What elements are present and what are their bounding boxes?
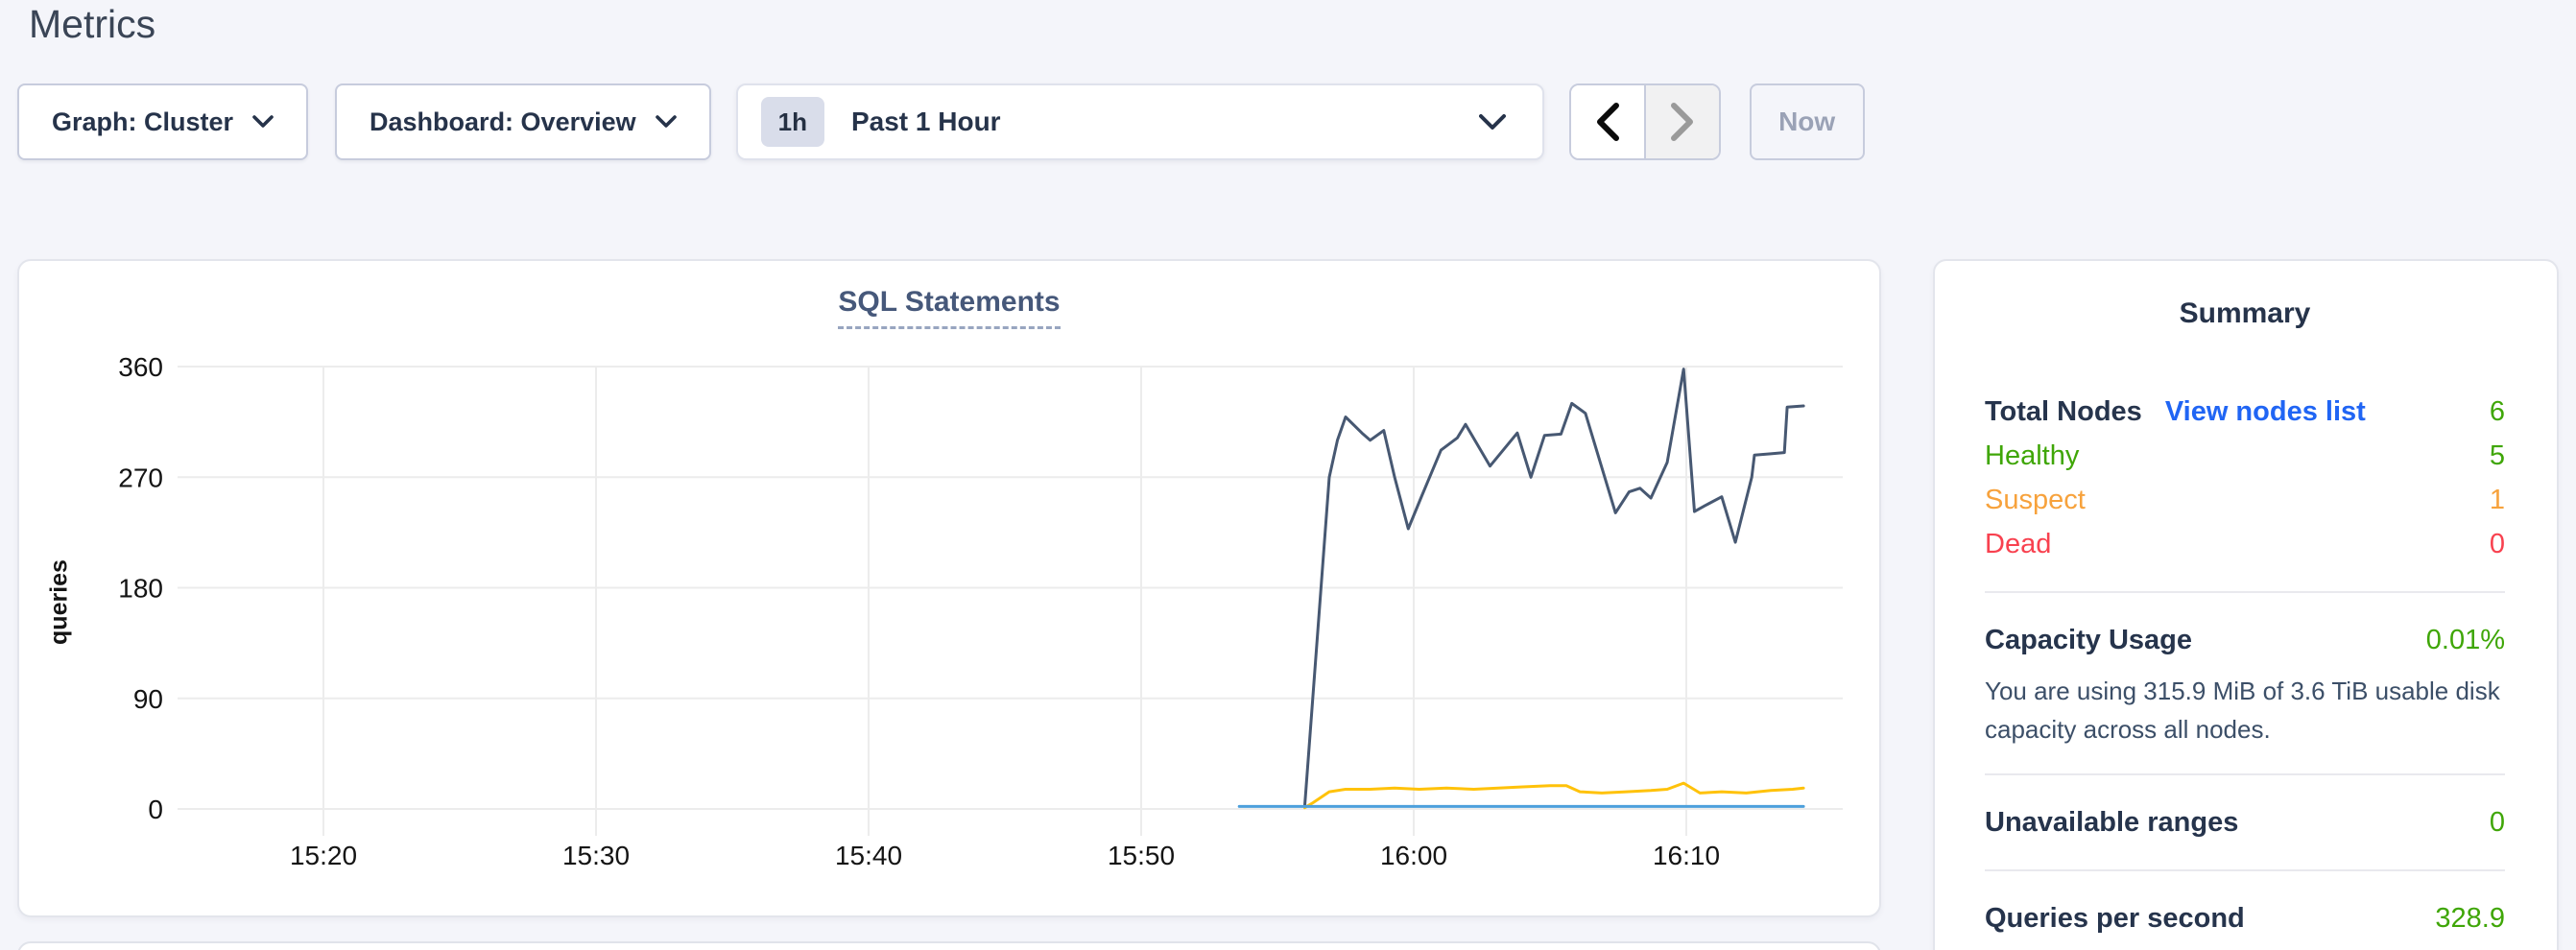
page-title: Metrics (29, 2, 156, 46)
chevron-down-icon (655, 115, 677, 128)
summary-title: Summary (2179, 297, 2311, 330)
dead-value: 0 (2489, 529, 2505, 560)
chart-title[interactable]: SQL Statements (838, 286, 1061, 330)
suspect-nodes-row: Suspect 1 (1985, 478, 2505, 522)
capacity-usage-label: Capacity Usage (1985, 625, 2192, 656)
unavailable-ranges-label: Unavailable ranges (1985, 807, 2239, 839)
queries-per-second-section: Queries per second 328.9 Sum of Selects,… (1985, 896, 2505, 950)
total-nodes-row: Total Nodes View nodes list 6 (1985, 390, 2505, 434)
divider (1985, 591, 2505, 594)
chevron-right-icon (1670, 103, 1693, 142)
chevron-left-icon (1596, 103, 1619, 142)
time-range-selector[interactable]: 1h Past 1 Hour (735, 83, 1544, 161)
unavailable-ranges-section: Unavailable ranges 0 (1985, 800, 2505, 844)
divider (1985, 773, 2505, 776)
chevron-down-icon (252, 115, 274, 128)
sql-statements-line-chart[interactable]: 0 90 180 270 360 15:20 15:30 15:40 15:50 16:00 16:… (19, 261, 1879, 915)
time-window-badge: 1h (760, 97, 824, 148)
previous-time-window-button[interactable] (1570, 85, 1646, 159)
svg-text:15:30: 15:30 (562, 841, 630, 870)
time-step-button-group (1568, 83, 1721, 161)
dashboard-selector-label: Dashboard: Overview (370, 107, 636, 136)
svg-text:90: 90 (133, 684, 163, 714)
healthy-nodes-row: Healthy 5 (1985, 434, 2505, 478)
now-button[interactable]: Now (1749, 83, 1865, 161)
suspect-value: 1 (2489, 485, 2505, 516)
dead-label: Dead (1985, 529, 2052, 560)
sql-statements-chart-card: SQL Statements queries 0 90 180 270 360 15:20… (17, 259, 1881, 918)
total-nodes-label: Total Nodes (1985, 396, 2142, 428)
healthy-label: Healthy (1985, 440, 2080, 472)
unavailable-ranges-value: 0 (2489, 807, 2505, 839)
graph-selector-label: Graph: Cluster (52, 107, 234, 136)
svg-text:180: 180 (118, 574, 163, 604)
queries-per-second-label: Queries per second (1985, 903, 2245, 935)
healthy-value: 5 (2489, 440, 2505, 472)
dashboard-content: SQL Statements queries 0 90 180 270 360 15:20… (17, 259, 2559, 950)
now-button-label: Now (1778, 107, 1836, 137)
svg-text:15:40: 15:40 (835, 841, 902, 870)
chart-title-wrap: SQL Statements (19, 286, 1879, 330)
next-chart-card-edge (17, 941, 1881, 950)
svg-text:16:10: 16:10 (1653, 841, 1720, 870)
next-time-window-button[interactable] (1645, 85, 1719, 159)
dead-nodes-row: Dead 0 (1985, 522, 2505, 566)
capacity-usage-value: 0.01% (2425, 625, 2505, 656)
chevron-down-icon (1478, 113, 1506, 130)
metrics-toolbar: Graph: Cluster Dashboard: Overview 1h Pa… (17, 83, 2576, 161)
graph-selector-dropdown[interactable]: Graph: Cluster (17, 83, 309, 161)
suspect-label: Suspect (1985, 485, 2086, 516)
divider (1985, 869, 2505, 872)
capacity-usage-section: Capacity Usage 0.01% You are using 315.9… (1985, 618, 2505, 748)
view-nodes-list-link[interactable]: View nodes list (2164, 396, 2366, 428)
queries-per-second-value: 328.9 (2435, 903, 2505, 935)
total-nodes-value: 6 (2489, 396, 2505, 428)
time-window-label: Past 1 Hour (850, 107, 1001, 137)
svg-text:15:50: 15:50 (1108, 841, 1175, 870)
capacity-usage-description: You are using 315.9 MiB of 3.6 TiB usabl… (1985, 677, 2500, 745)
svg-text:16:00: 16:00 (1380, 841, 1447, 870)
svg-text:360: 360 (118, 352, 163, 382)
svg-text:270: 270 (118, 463, 163, 492)
dashboard-selector-dropdown[interactable]: Dashboard: Overview (335, 83, 711, 161)
svg-text:15:20: 15:20 (290, 841, 357, 870)
svg-text:0: 0 (148, 795, 163, 824)
summary-panel: Summary Total Nodes View nodes list 6 He… (1933, 259, 2559, 950)
